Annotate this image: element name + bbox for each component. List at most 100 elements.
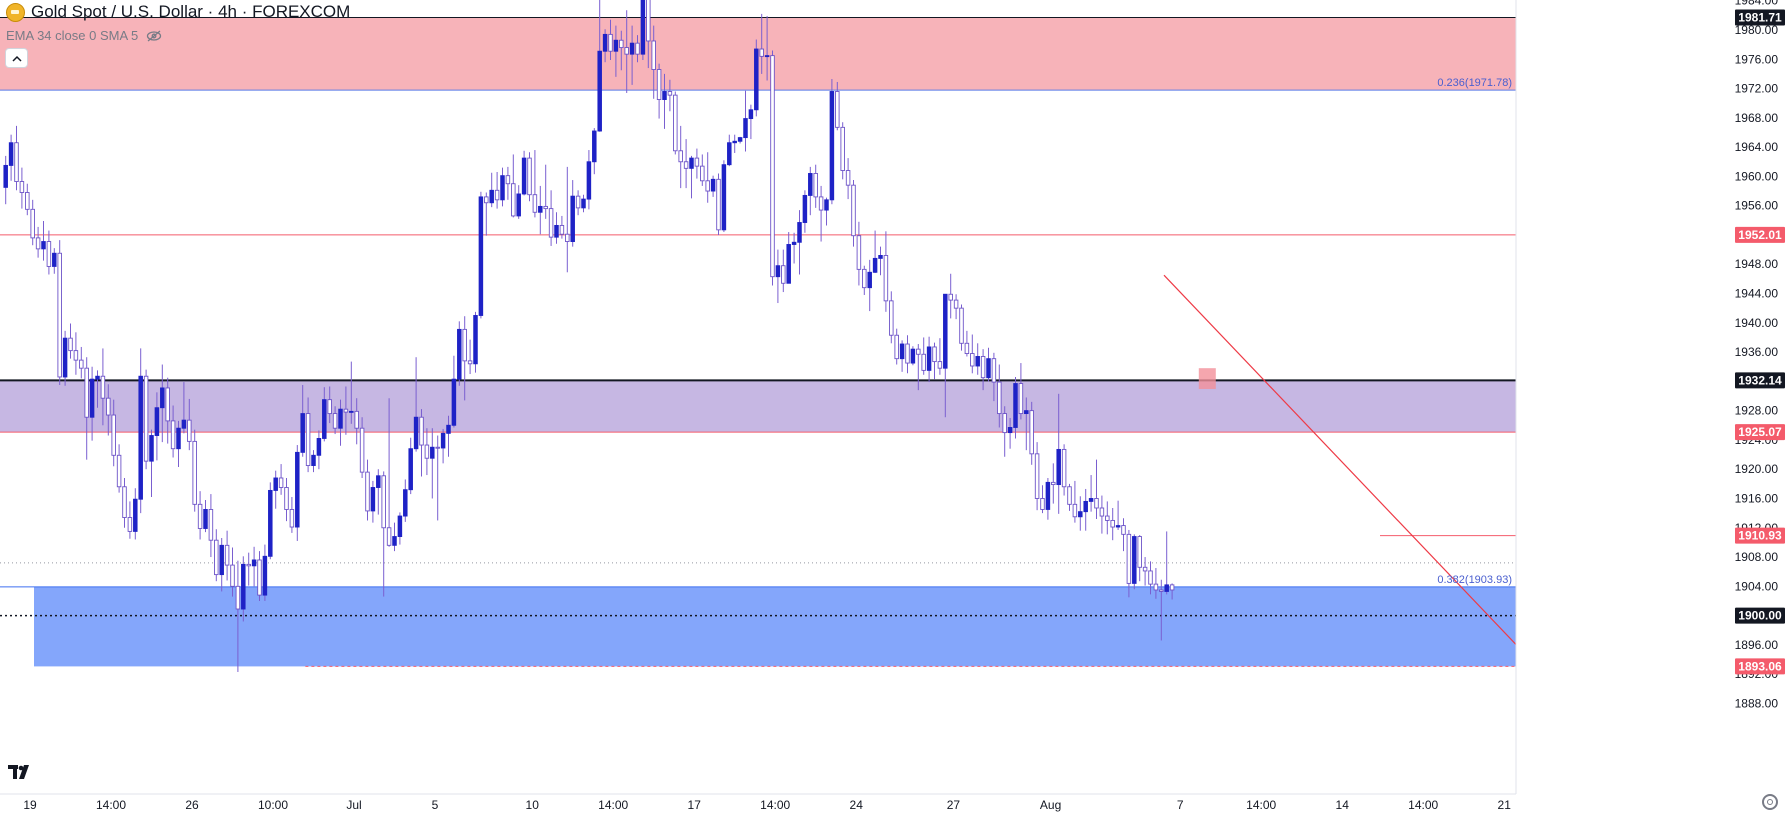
candle-body	[192, 440, 197, 505]
candle-body	[1153, 583, 1159, 591]
time-tick-label: 7	[1177, 798, 1184, 812]
candle-body	[829, 91, 835, 201]
candle-body	[1088, 498, 1094, 502]
candle-body	[116, 454, 122, 488]
price-tick-label: 1980.00	[1735, 23, 1779, 37]
candle-body	[170, 420, 176, 450]
price-tick-label: 1936.00	[1735, 345, 1779, 359]
time-tick-label: 5	[432, 798, 439, 812]
price-level-tag	[1735, 424, 1785, 441]
candle-body	[732, 140, 737, 144]
candle-body	[1132, 536, 1137, 584]
candle-body	[710, 178, 716, 192]
candle-body	[511, 183, 516, 217]
candle-body	[376, 475, 381, 488]
candle-body	[386, 527, 392, 546]
candle-body	[230, 564, 235, 587]
candle-body	[208, 509, 214, 541]
candle-body	[278, 477, 284, 488]
time-tick-label: 14:00	[1408, 798, 1438, 812]
highlight-marker	[1198, 368, 1216, 390]
candle-body	[1164, 584, 1169, 592]
collapse-legend-button[interactable]	[5, 48, 28, 68]
candle-body	[554, 224, 559, 238]
candle-body	[35, 237, 41, 250]
price-level-tag	[1735, 607, 1785, 624]
candle-body	[500, 175, 505, 201]
symbol-legend[interactable]: Gold Spot / U.S. Dollar · 4h · FOREXCOM	[6, 2, 350, 22]
candle-body	[462, 328, 467, 362]
candle-body	[716, 178, 721, 231]
candle-body	[19, 181, 25, 193]
candle-body	[1067, 486, 1072, 505]
candle-body	[354, 410, 359, 429]
price-level-tag-label: 1925.07	[1738, 425, 1782, 439]
candle-body	[521, 157, 527, 195]
candle-body	[565, 233, 570, 242]
candle-body	[95, 375, 100, 380]
candle-body	[403, 489, 408, 517]
candle-body	[457, 328, 462, 380]
candle-body	[349, 410, 354, 413]
candle-body	[127, 517, 133, 532]
price-tick-label: 1944.00	[1735, 287, 1779, 301]
candle-body	[41, 241, 46, 250]
time-tick-label: 17	[688, 798, 702, 812]
candle-body	[694, 157, 700, 167]
candle-body	[392, 536, 397, 546]
price-tick-label: 1956.00	[1735, 199, 1779, 213]
candle-body	[268, 489, 273, 557]
symbol-title: Gold Spot / U.S. Dollar · 4h · FOREXCOM	[31, 2, 351, 21]
time-tick-label: 14	[1336, 798, 1350, 812]
mid-support-zone	[0, 380, 1516, 433]
candle-body	[872, 257, 878, 273]
time-tick-label: 21	[1498, 798, 1512, 812]
candle-body	[673, 94, 678, 152]
candle-body	[899, 343, 905, 360]
candle-body	[532, 194, 538, 213]
candle-body	[948, 293, 953, 301]
price-tick-label: 1904.00	[1735, 579, 1779, 593]
candle-body	[397, 515, 403, 537]
eye-off-icon[interactable]	[146, 30, 162, 42]
candle-body	[1110, 519, 1115, 528]
candle-body	[1159, 589, 1164, 592]
candle-body	[905, 343, 910, 364]
candle-body	[1121, 525, 1126, 535]
candle-body	[1002, 413, 1007, 434]
candle-body	[737, 137, 743, 142]
price-tick-label: 1896.00	[1735, 638, 1779, 652]
candle-body	[975, 356, 980, 367]
candle-body	[759, 48, 764, 57]
candle-body	[111, 414, 116, 456]
price-level-tag-label: 1900.00	[1738, 609, 1782, 623]
candle-body	[1061, 448, 1067, 488]
price-level-tag	[1735, 9, 1785, 26]
candle-body	[754, 48, 759, 111]
candle-body	[624, 47, 629, 55]
time-tick-label: 26	[185, 798, 199, 812]
candle-body	[451, 378, 457, 426]
candle-body	[224, 544, 230, 566]
price-level-tag-label: 1952.01	[1738, 228, 1782, 242]
candle-body	[727, 142, 732, 166]
candle-body	[1029, 410, 1034, 455]
indicator-legend[interactable]: EMA 34 close 0 SMA 5	[6, 28, 162, 43]
candle-body	[305, 413, 311, 466]
gear-icon[interactable]	[1762, 794, 1778, 810]
candle-body	[370, 487, 376, 512]
candle-body	[959, 307, 964, 344]
time-tick-label: 14:00	[760, 798, 790, 812]
candle-body	[46, 241, 52, 267]
candle-body	[25, 192, 30, 210]
candle-body	[700, 165, 705, 182]
time-tick-label: 14:00	[1246, 798, 1276, 812]
candle-body	[419, 416, 424, 446]
candle-body	[548, 208, 554, 238]
candle-body	[527, 157, 532, 196]
tradingview-logo[interactable]	[8, 762, 34, 787]
candle-body	[1169, 584, 1175, 591]
candle-body	[802, 194, 808, 223]
